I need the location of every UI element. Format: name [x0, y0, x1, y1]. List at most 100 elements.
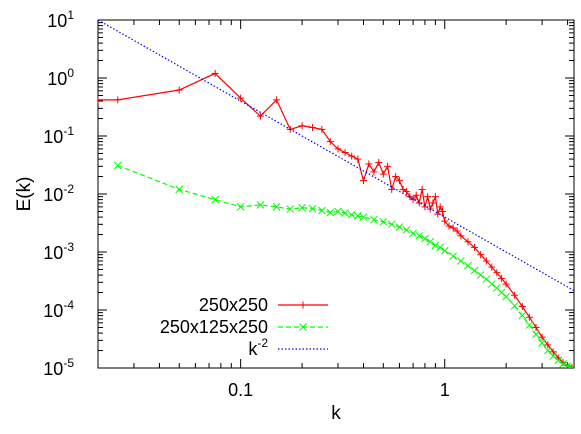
series-3 [98, 20, 574, 292]
series-line [98, 72, 573, 368]
data-point-marker [498, 274, 506, 282]
data-point-marker [387, 220, 396, 229]
data-point-marker [502, 280, 510, 288]
data-point-marker [532, 323, 540, 331]
data-point-marker [477, 251, 485, 259]
data-point-marker [482, 257, 490, 265]
data-point-marker [453, 227, 461, 235]
data-point-marker [409, 196, 417, 204]
data-point-marker [510, 301, 519, 310]
y-tick-label: 100 [47, 66, 74, 89]
data-point-marker [237, 94, 245, 102]
data-point-marker [538, 333, 546, 341]
data-point-marker [236, 203, 245, 211]
y-tick-label: 10-1 [43, 124, 74, 147]
data-point-marker [554, 356, 563, 365]
data-point-marker [365, 160, 373, 168]
data-point-marker [360, 177, 368, 185]
y-axis-label: E(k) [14, 177, 35, 212]
axis-ticks: 10-5 10-4 10-3 10-2 10-1 100 101 0.1 1 [43, 8, 574, 400]
data-point-marker [464, 238, 472, 246]
data-point-marker [525, 313, 533, 321]
data-point-marker [549, 352, 558, 361]
data-point-marker [211, 69, 219, 77]
y-tick-label: 10-3 [43, 240, 74, 263]
data-point-marker [175, 185, 184, 194]
data-point-marker [445, 222, 453, 230]
data-point-marker [493, 269, 501, 277]
data-point-marker [457, 232, 465, 240]
data-point-marker [309, 124, 317, 132]
data-point-marker [415, 199, 423, 207]
x-axis-label: k [331, 403, 341, 424]
data-point-marker [403, 188, 411, 196]
data-point-marker [409, 229, 417, 238]
data-point-marker [464, 261, 472, 270]
data-point-marker [359, 213, 368, 221]
legend-label: 250x250 [199, 295, 268, 315]
data-point-marker [538, 339, 546, 347]
data-point-marker [415, 231, 424, 240]
data-point-marker [341, 209, 349, 217]
data-point-marker [418, 185, 426, 193]
data-point-marker [379, 170, 387, 178]
data-point-marker [348, 152, 356, 160]
x-tick-label: 0.1 [228, 380, 253, 400]
data-point-marker [476, 271, 485, 279]
series-line [98, 20, 574, 292]
data-series [98, 20, 574, 368]
data-point-marker [370, 215, 378, 224]
data-point-marker [347, 210, 356, 219]
data-point-marker [395, 177, 403, 185]
data-point-marker [256, 200, 265, 209]
x-tick-label: 1 [440, 380, 450, 400]
y-tick-label: 10-5 [43, 356, 74, 379]
data-point-marker [286, 205, 295, 213]
data-point-marker [449, 252, 458, 260]
data-point-marker [502, 292, 511, 301]
series-1 [98, 69, 574, 368]
data-point-marker [272, 203, 281, 211]
data-point-marker [299, 323, 307, 331]
data-point-marker [388, 185, 396, 193]
data-point-marker [471, 243, 479, 251]
series-2 [113, 161, 574, 368]
data-point-marker [402, 226, 411, 234]
data-point-marker [298, 122, 306, 130]
data-point-marker [431, 241, 440, 250]
data-point-marker [449, 224, 457, 232]
data-point-marker [379, 218, 388, 226]
data-point-marker [549, 348, 557, 356]
data-point-marker [326, 138, 334, 146]
data-point-marker [318, 206, 326, 215]
data-point-marker [395, 223, 404, 231]
data-point-marker [114, 96, 122, 104]
data-point-marker [113, 161, 122, 170]
data-point-marker [563, 362, 572, 368]
data-point-marker [354, 155, 362, 163]
data-point-marker [436, 243, 445, 252]
data-point-marker [488, 263, 496, 271]
data-point-marker [384, 162, 392, 170]
data-point-marker [412, 191, 420, 199]
data-point-marker [318, 125, 326, 133]
data-point-marker [426, 237, 435, 246]
data-point-marker [334, 145, 342, 153]
plot-frame [97, 19, 575, 369]
data-point-marker [98, 96, 102, 104]
data-point-marker [568, 363, 574, 368]
data-point-marker [424, 193, 432, 201]
data-point-marker [299, 301, 307, 309]
data-point-marker [511, 291, 519, 299]
data-point-marker [370, 168, 378, 176]
data-point-marker [429, 199, 437, 207]
y-tick-label: 10-4 [43, 298, 74, 321]
series-line [117, 164, 573, 368]
data-point-marker [308, 204, 317, 213]
data-point-marker [298, 203, 306, 212]
data-point-marker [518, 311, 527, 320]
data-point-marker [440, 246, 449, 255]
legend-label: 250x125x250 [160, 317, 268, 337]
